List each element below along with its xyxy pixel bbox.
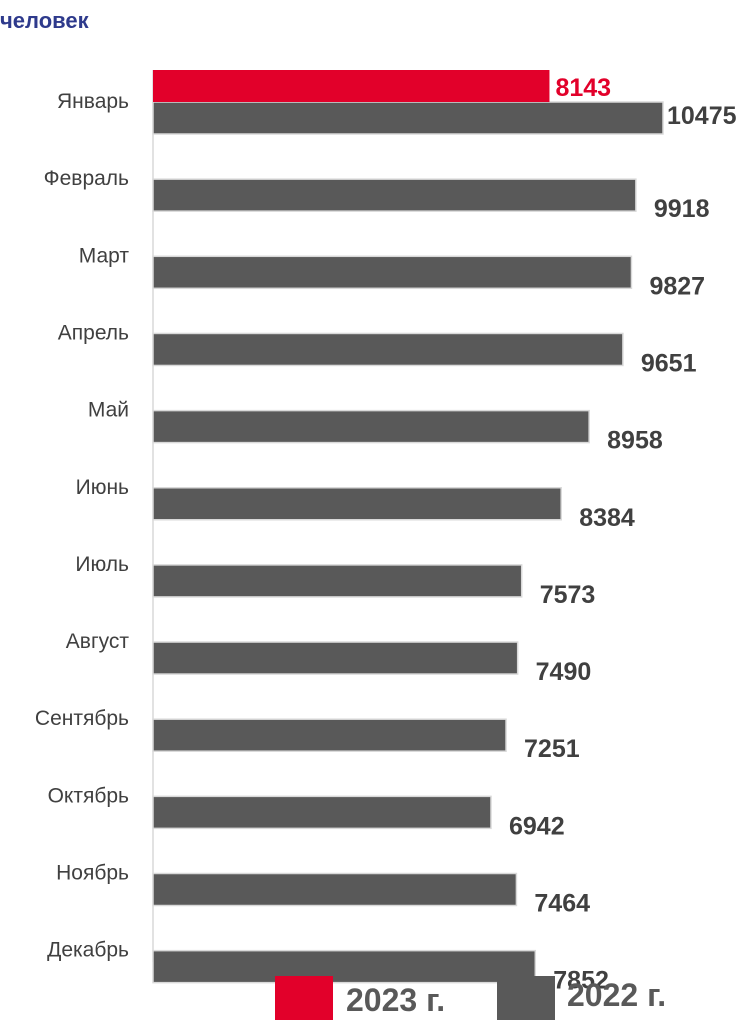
value-label-2022: 7464 <box>534 890 590 918</box>
legend-swatch-2023 <box>275 976 333 1020</box>
bar-2023 <box>153 70 550 102</box>
bars <box>152 70 664 984</box>
category-label: Январь <box>57 90 129 113</box>
value-label-2023: 8143 <box>555 74 611 102</box>
legend-label-2022: 2022 г. <box>567 977 666 1013</box>
category-label: Ноябрь <box>56 862 129 885</box>
bar-2022 <box>152 178 637 212</box>
bar-2022 <box>152 718 507 752</box>
bar-2022 <box>152 872 518 907</box>
category-label: Октябрь <box>48 784 129 807</box>
bar-2022 <box>152 949 537 984</box>
bar-2022 <box>152 409 590 444</box>
category-label: Июнь <box>76 476 129 499</box>
category-label: Февраль <box>44 167 129 190</box>
value-label-2022: 6942 <box>509 812 565 840</box>
value-label-2022: 8958 <box>607 427 663 455</box>
bar-2022 <box>152 564 523 598</box>
value-label-2022: 9918 <box>654 195 710 223</box>
category-label: Декабрь <box>47 939 129 962</box>
bar-2022 <box>152 641 519 675</box>
bar-2022 <box>152 101 664 135</box>
legend-label-2023: 2023 г. <box>346 982 445 1018</box>
category-labels: Январь Февраль Март Апрель Май Июнь Июль Август… <box>35 90 129 962</box>
value-label-2022: 9827 <box>649 272 705 300</box>
bar-2022 <box>152 332 624 367</box>
value-label-2022: 7573 <box>540 581 596 609</box>
bar-2022 <box>152 255 633 290</box>
legend-swatch-2022 <box>497 976 555 1020</box>
value-label-2022: 8384 <box>579 504 635 532</box>
category-label: Март <box>79 244 130 267</box>
value-labels: 10475 8143 9918 9827 9651 8958 8384 7573 7490 725… <box>509 74 737 995</box>
category-label: Июль <box>75 553 129 576</box>
value-label-2022: 7251 <box>524 735 580 763</box>
value-label-2022: 10475 <box>667 102 737 130</box>
category-label: Сентябрь <box>35 707 129 730</box>
bar-2022 <box>152 795 492 830</box>
legend: 2023 г. 2022 г. <box>275 976 666 1020</box>
category-label: Апрель <box>58 321 129 344</box>
unit-label: человек <box>0 8 89 33</box>
value-label-2022: 7490 <box>536 658 592 686</box>
value-label-2022: 9651 <box>641 349 697 377</box>
category-label: Август <box>66 630 130 653</box>
bar-2022 <box>152 487 562 521</box>
value-label-2022: 7852 <box>553 967 609 995</box>
category-label: Май <box>88 399 129 422</box>
